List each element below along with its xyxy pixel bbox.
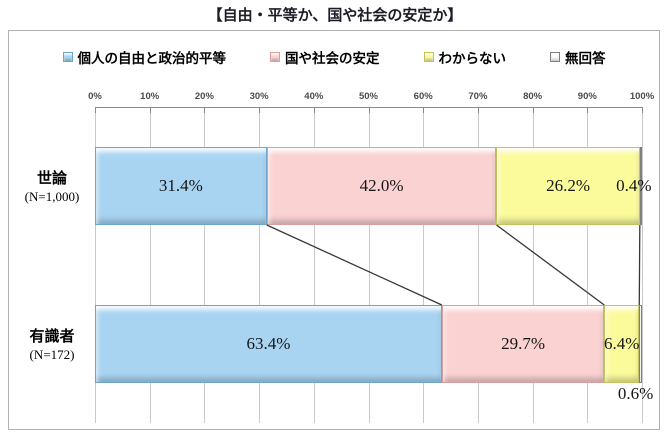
bar-segment-row0-series3 — [639, 147, 642, 225]
legend-label: 個人の自由と政治的平等 — [77, 51, 227, 66]
legend-label: わからない — [438, 51, 507, 66]
category-sample-size: (N=172) — [29, 347, 75, 362]
axis-tick-label: 100% — [629, 91, 655, 102]
data-label: 26.2% — [546, 176, 591, 195]
gridline — [642, 107, 643, 423]
legend-item-2: わからない — [423, 47, 507, 67]
legend-swatch-icon — [270, 52, 280, 62]
plot-area: 0% 10% 20% 30% 40% 50% 60% 70% 80% 90% 100% 31.4% 42… — [88, 91, 654, 423]
chart-frame: 個人の自由と政治的平等 国や社会の安定 わからない 無回答 世論 (N=1,000) 有識… — [8, 30, 660, 430]
axis-tick — [95, 107, 96, 113]
bar-segment-row1-series3 — [639, 305, 642, 383]
legend-item-0: 個人の自由と政治的平等 — [62, 47, 227, 67]
axis-tick-label: 70% — [468, 91, 488, 102]
axis-tick-label: 90% — [577, 91, 597, 102]
data-label: 31.4% — [158, 176, 203, 195]
gridline — [259, 107, 261, 423]
chart-title: 【自由・平等か、国や社会の安定か】 — [207, 7, 463, 24]
axis-tick — [642, 107, 643, 113]
axis-tick — [149, 107, 151, 113]
gridline — [477, 107, 479, 423]
axis-tick-label: 20% — [194, 91, 214, 102]
axis-tick-label: 80% — [523, 91, 543, 102]
bar-segment-row1-series2: 6.4% — [604, 305, 639, 383]
legend-item-1: 国や社会の安定 — [270, 47, 380, 67]
bar-segment-row1-series1: 29.7% — [441, 305, 605, 383]
axis-tick — [313, 107, 315, 113]
axis-tick — [423, 107, 425, 113]
category-label-0: 世論 (N=1,000) — [11, 147, 93, 225]
category-sample-size: (N=1,000) — [24, 189, 80, 204]
axis-tick — [532, 107, 534, 113]
legend-swatch-icon — [423, 52, 434, 62]
connector-line — [638, 224, 641, 306]
axis-tick — [587, 107, 589, 113]
gridline — [149, 107, 151, 423]
axis-tick-label: 40% — [304, 91, 324, 102]
data-label: 63.4% — [246, 334, 291, 353]
data-label: 29.7% — [501, 334, 545, 353]
data-label: 6.4% — [604, 334, 640, 353]
bar-segment-row0-series2: 26.2% — [496, 147, 640, 225]
gridline — [95, 107, 96, 423]
bar-segment-row0-series0: 31.4% — [95, 147, 267, 225]
category-name: 世論 — [36, 170, 67, 187]
axis-tick — [204, 107, 206, 113]
legend-swatch-icon — [550, 52, 560, 62]
legend-item-3: 無回答 — [550, 47, 606, 67]
category-labels: 世論 (N=1,000) 有識者 (N=172) — [9, 107, 95, 423]
axis-tick — [477, 107, 479, 113]
legend-label: 国や社会の安定 — [285, 51, 380, 66]
axis-tick-label: 10% — [140, 91, 160, 102]
legend-swatch-icon — [62, 52, 73, 62]
connector-line — [266, 224, 443, 306]
axis-tick-label: 50% — [358, 91, 379, 102]
axis-tick-label: 30% — [249, 91, 269, 102]
bar-segment-row1-series0: 63.4% — [95, 305, 442, 383]
axis-tick-label: 60% — [413, 91, 433, 102]
data-label: 0.6% — [617, 384, 654, 403]
axis-tick-label: 0% — [88, 91, 102, 102]
axis-tick — [259, 107, 261, 113]
legend: 個人の自由と政治的平等 国や社会の安定 わからない 無回答 — [9, 47, 659, 67]
data-label: 42.0% — [359, 176, 404, 195]
data-label: 0.4% — [616, 176, 652, 195]
gridline — [204, 107, 206, 423]
category-label-1: 有識者 (N=172) — [11, 305, 93, 383]
bar-segment-row0-series1: 42.0% — [266, 147, 497, 225]
axis-tick — [368, 107, 370, 113]
legend-label: 無回答 — [565, 51, 606, 66]
category-name: 有識者 — [29, 328, 75, 345]
